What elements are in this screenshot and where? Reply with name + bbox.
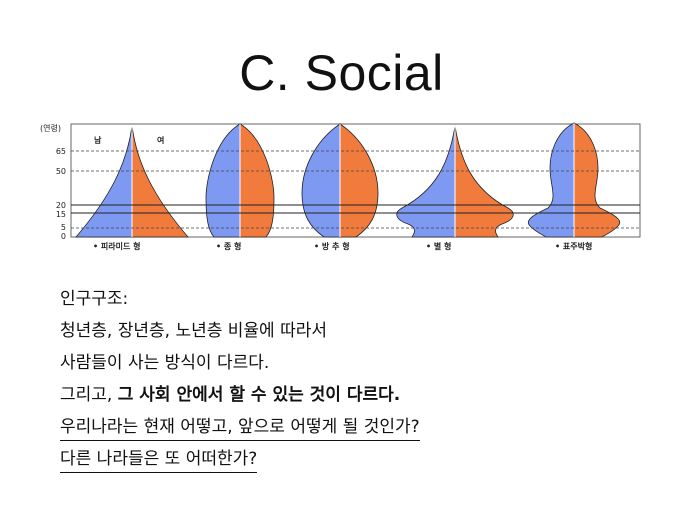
body-line-4-prefix: 그리고, [60,385,118,405]
slide-body: 인구구조: 청년층, 장년층, 노년층 비율에 따라서 사람들이 사는 방식이 … [60,283,660,475]
type-label-pyramid: • 피라미드 형 [93,241,140,251]
male-label: 남 [94,135,102,145]
bell-female-half [239,123,275,238]
pyramid-type-shape [75,125,189,238]
spindle-male-half [301,123,341,238]
type-label-star: • 별 형 [426,241,451,251]
body-line-5: 우리나라는 현재 어떻고, 앞으로 어떻게 될 것인가? [60,411,660,443]
gourd-type-shape [527,122,621,238]
body-line-4: 그리고, 그 사회 안에서 할 수 있는 것이 다르다. [60,379,660,411]
tick-label-50: 50 [56,167,66,176]
pyramid-male-half [75,125,133,238]
female-label: 여 [157,135,164,145]
tick-label-5: 5 [61,223,66,232]
bell-type-shape [205,123,275,238]
type-label-bell: • 종 형 [216,241,241,251]
slide-title: C. Social [239,45,444,101]
star-male-half [396,125,456,238]
spindle-female-half [339,123,379,238]
tick-label-20: 20 [56,201,66,210]
body-line-6-underlined: 다른 나라들은 또 어떠한가? [60,446,258,473]
gourd-male-half [527,122,575,238]
body-line-2: 청년층, 장년층, 노년층 비율에 따라서 [60,321,328,341]
body-line-3: 사람들이 사는 방식이 다르다. [60,353,270,373]
body-line-4-emphasis: 그 사회 안에서 할 수 있는 것이 다르다. [117,385,401,405]
bell-male-half [205,123,241,238]
type-label-spindle: • 방 추 형 [314,241,350,251]
body-line-1: 인구구조: [60,289,129,309]
gourd-female-half [573,122,621,238]
type-label-gourd: • 표주박형 [555,241,592,251]
spindle-type-shape [301,123,379,238]
population-pyramid-diagram: (연령) 남 여 65 50 20 [40,122,641,251]
body-line-5-underlined: 우리나라는 현재 어떻고, 앞으로 어떻게 될 것인가? [60,414,420,441]
age-axis-label: (연령) [40,124,61,133]
star-female-half [454,125,514,238]
tick-label-0: 0 [61,232,66,241]
body-line-6: 다른 나라들은 또 어떠한가? [60,443,660,475]
pyramid-female-half [131,125,189,238]
age-gridlines [71,150,640,229]
tick-label-65: 65 [56,147,66,156]
tick-label-15: 15 [56,210,66,219]
star-type-shape [396,125,514,238]
